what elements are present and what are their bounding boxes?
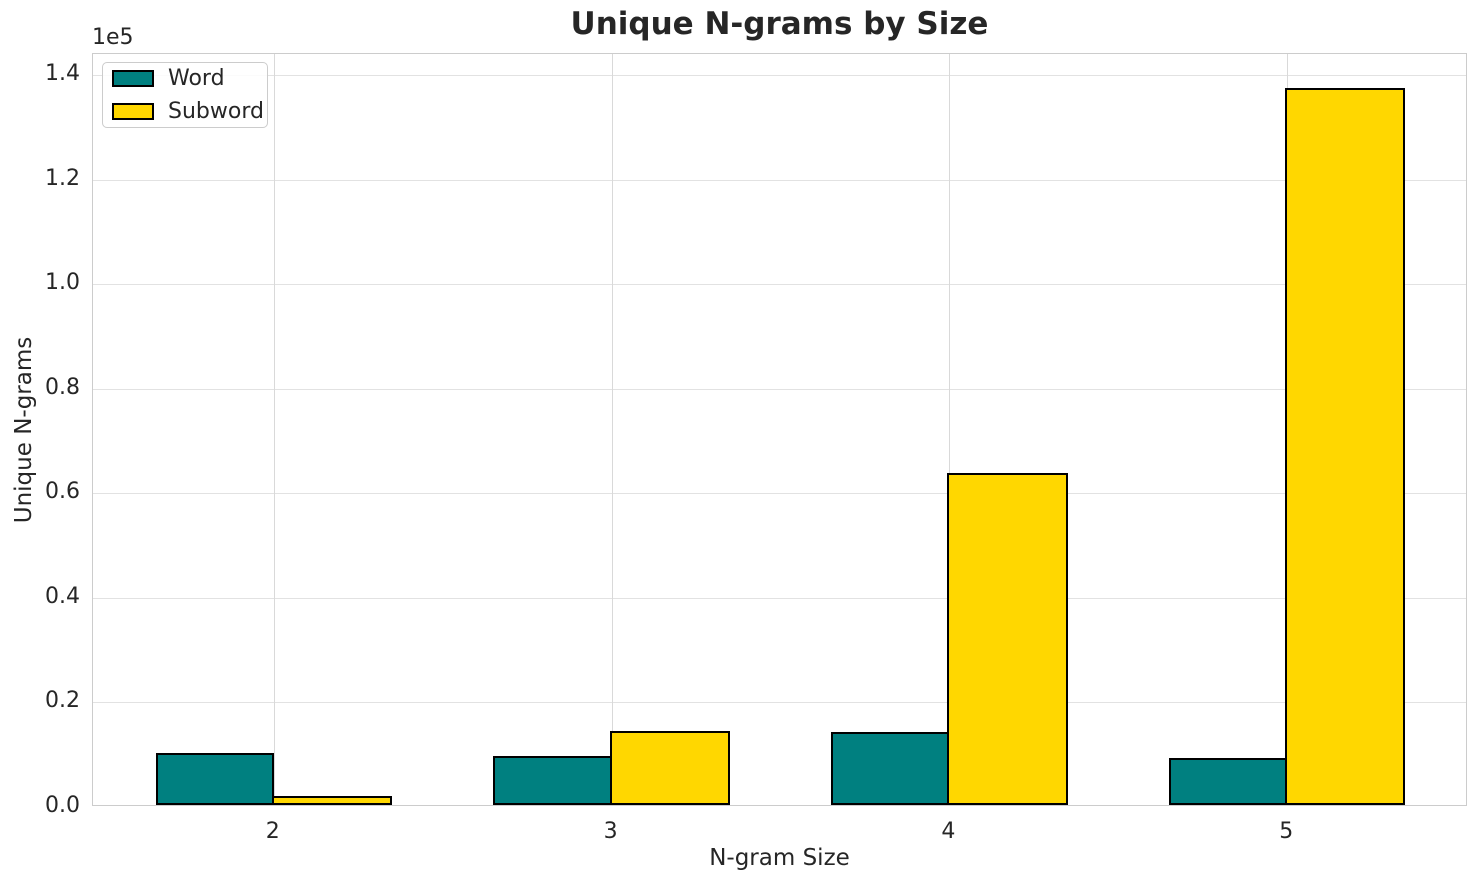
bar-word-3 — [493, 756, 612, 805]
legend-label-word: Word — [168, 65, 225, 91]
bar-word-2 — [155, 752, 274, 805]
legend-label-subword: Subword — [168, 98, 264, 124]
y-tick-label: 1.2 — [45, 165, 80, 191]
gridline-horizontal — [93, 74, 1466, 76]
chart-title: Unique N-grams by Size — [570, 6, 989, 42]
gridline-horizontal — [93, 179, 1466, 181]
gridline-vertical — [949, 54, 951, 805]
legend-item-subword: Subword — [112, 98, 267, 124]
x-tick-label: 4 — [941, 819, 956, 844]
legend-item-word: Word — [112, 65, 267, 91]
x-tick-label: 5 — [1279, 819, 1294, 844]
y-axis-offset-text: 1e5 — [92, 25, 134, 50]
bar-word-5 — [1169, 758, 1288, 805]
plot-area — [92, 53, 1467, 806]
y-tick-label: 0.8 — [45, 374, 80, 400]
gridline-horizontal — [93, 702, 1466, 704]
y-tick-label: 1.4 — [45, 60, 80, 86]
gridline-horizontal — [93, 284, 1466, 286]
legend-swatch-word — [112, 70, 154, 87]
gridline-horizontal — [93, 493, 1466, 495]
bar-subword-5 — [1285, 87, 1406, 805]
bar-subword-4 — [947, 472, 1068, 805]
gridline-horizontal — [93, 388, 1466, 390]
x-axis-label: N-gram Size — [709, 845, 850, 871]
bar-word-4 — [831, 732, 950, 805]
bar-subword-2 — [271, 795, 392, 805]
x-tick-label: 2 — [265, 819, 280, 844]
gridline-horizontal — [93, 597, 1466, 599]
y-tick-label: 0.0 — [45, 793, 80, 818]
y-tick-label: 0.4 — [45, 583, 80, 609]
gridline-vertical — [611, 54, 613, 805]
legend-swatch-subword — [112, 103, 154, 120]
y-tick-label: 0.2 — [45, 688, 80, 714]
gridline-vertical — [273, 54, 275, 805]
y-tick-label: 1.0 — [45, 270, 80, 296]
bar-subword-3 — [609, 731, 730, 805]
legend: Word Subword — [102, 62, 268, 128]
x-tick-label: 3 — [603, 819, 618, 844]
y-tick-label: 0.6 — [45, 479, 80, 505]
